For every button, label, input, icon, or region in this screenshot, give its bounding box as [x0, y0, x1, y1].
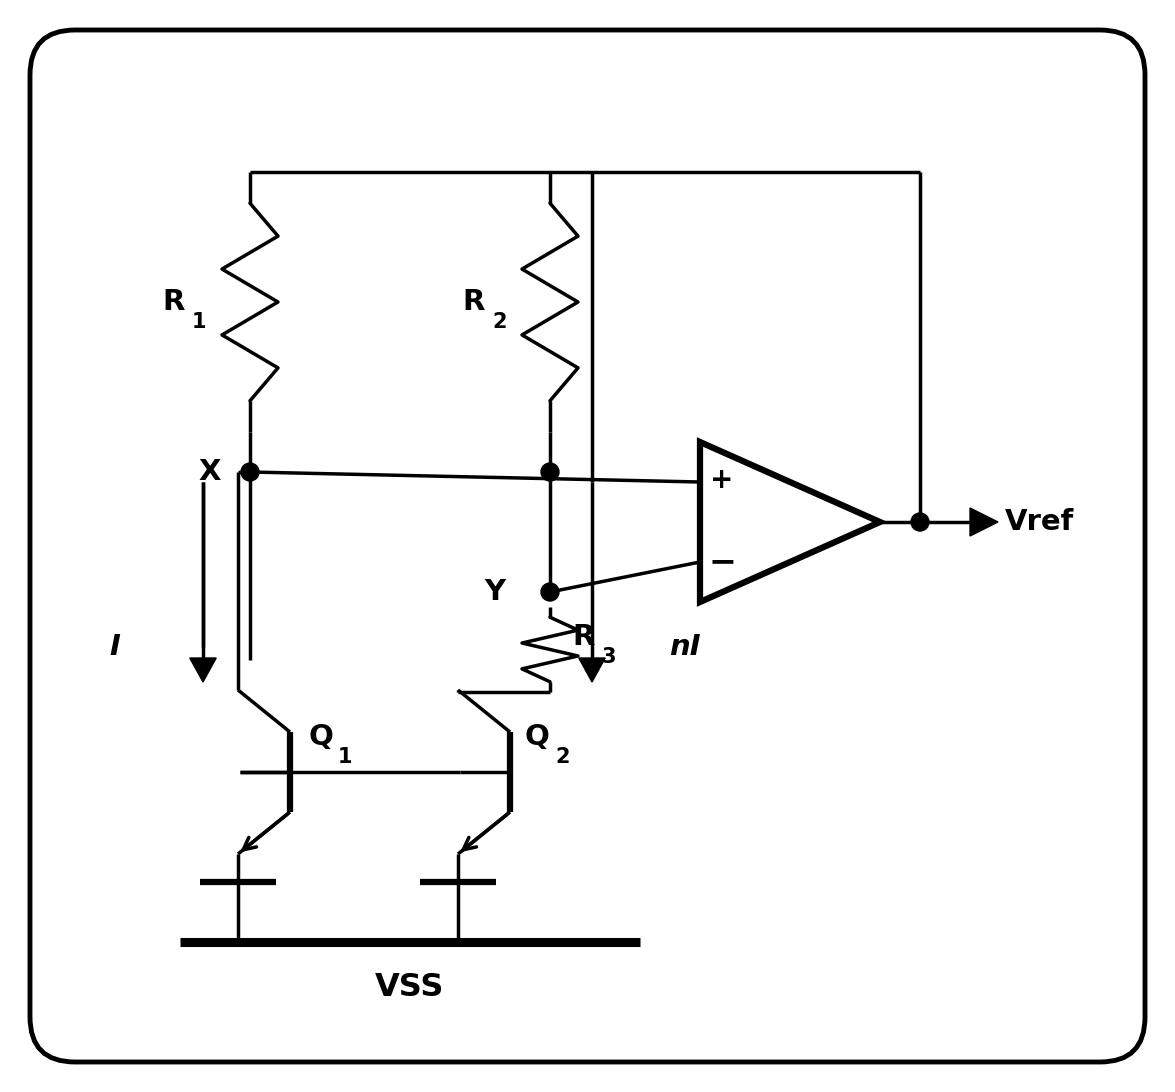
Circle shape — [241, 463, 258, 480]
Circle shape — [911, 513, 929, 531]
Text: 3: 3 — [602, 646, 617, 667]
Polygon shape — [190, 658, 216, 682]
Text: Q: Q — [525, 723, 550, 751]
Polygon shape — [971, 508, 998, 536]
Text: VSS: VSS — [375, 972, 444, 1002]
Text: Y: Y — [484, 578, 505, 606]
Text: 1: 1 — [338, 747, 352, 767]
Text: nI: nI — [670, 633, 700, 661]
Text: +: + — [711, 466, 733, 494]
Circle shape — [540, 463, 559, 480]
Text: R: R — [162, 288, 184, 316]
Text: R: R — [462, 288, 484, 316]
Text: X: X — [199, 458, 221, 486]
Text: I: I — [109, 633, 120, 661]
Text: Q: Q — [308, 723, 333, 751]
Text: Vref: Vref — [1005, 508, 1074, 536]
Text: 2: 2 — [492, 312, 506, 332]
Text: 1: 1 — [192, 312, 207, 332]
Circle shape — [540, 583, 559, 601]
Text: R: R — [572, 624, 595, 651]
FancyBboxPatch shape — [31, 29, 1144, 1063]
Text: 2: 2 — [555, 747, 570, 767]
Text: −: − — [709, 546, 736, 579]
Polygon shape — [579, 658, 605, 682]
